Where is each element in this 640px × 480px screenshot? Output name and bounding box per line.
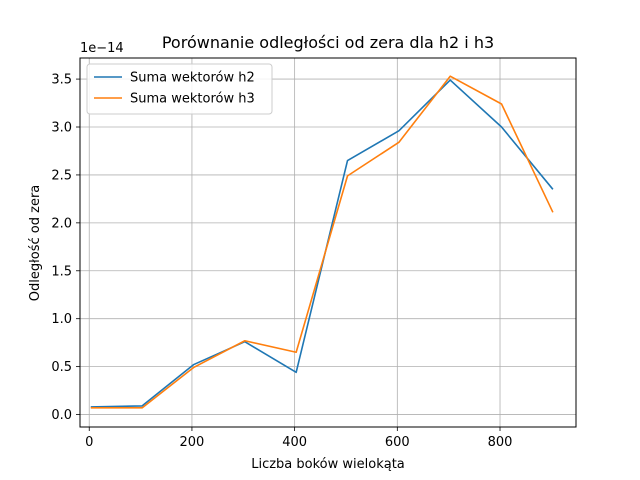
y-tick-label: 0.5 <box>51 360 72 375</box>
y-tick-label: 1.0 <box>51 312 72 327</box>
legend: Suma wektorów h2 Suma wektorów h3 <box>86 63 273 115</box>
grid-lines <box>80 58 576 427</box>
x-axis-label: Liczba boków wielokąta <box>251 457 405 472</box>
y-tick-label: 1.5 <box>51 264 72 279</box>
legend-label: Suma wektorów h2 <box>130 71 255 86</box>
y-tick-label: 0.0 <box>51 408 72 423</box>
y-tick-label: 2.5 <box>51 168 72 183</box>
legend-label: Suma wektorów h3 <box>130 92 255 107</box>
y-axis: 0.0 0.5 1.0 1.5 2.0 2.5 3.0 3.5 <box>51 73 80 423</box>
x-tick-label: 600 <box>385 435 410 450</box>
x-tick-label: 800 <box>488 435 513 450</box>
chart-title: Porównanie odległości od zera dla h2 i h… <box>162 33 494 52</box>
x-tick-label: 200 <box>180 435 205 450</box>
series-lines <box>90 75 554 409</box>
series-line-2 <box>90 75 554 409</box>
y-tick-label: 3.0 <box>51 121 72 136</box>
y-axis-label: Odległość od zera <box>28 185 43 302</box>
y-tick-label: 3.5 <box>51 73 72 88</box>
x-tick-label: 0 <box>85 435 93 450</box>
plot-frame <box>79 57 577 428</box>
series-line-1 <box>90 79 554 408</box>
x-tick-label: 400 <box>282 435 307 450</box>
legend-box <box>86 63 273 115</box>
x-axis: 0 200 400 600 800 <box>85 427 512 450</box>
y-tick-label: 2.0 <box>51 216 72 231</box>
y-offset-label: 1e−14 <box>80 41 124 56</box>
